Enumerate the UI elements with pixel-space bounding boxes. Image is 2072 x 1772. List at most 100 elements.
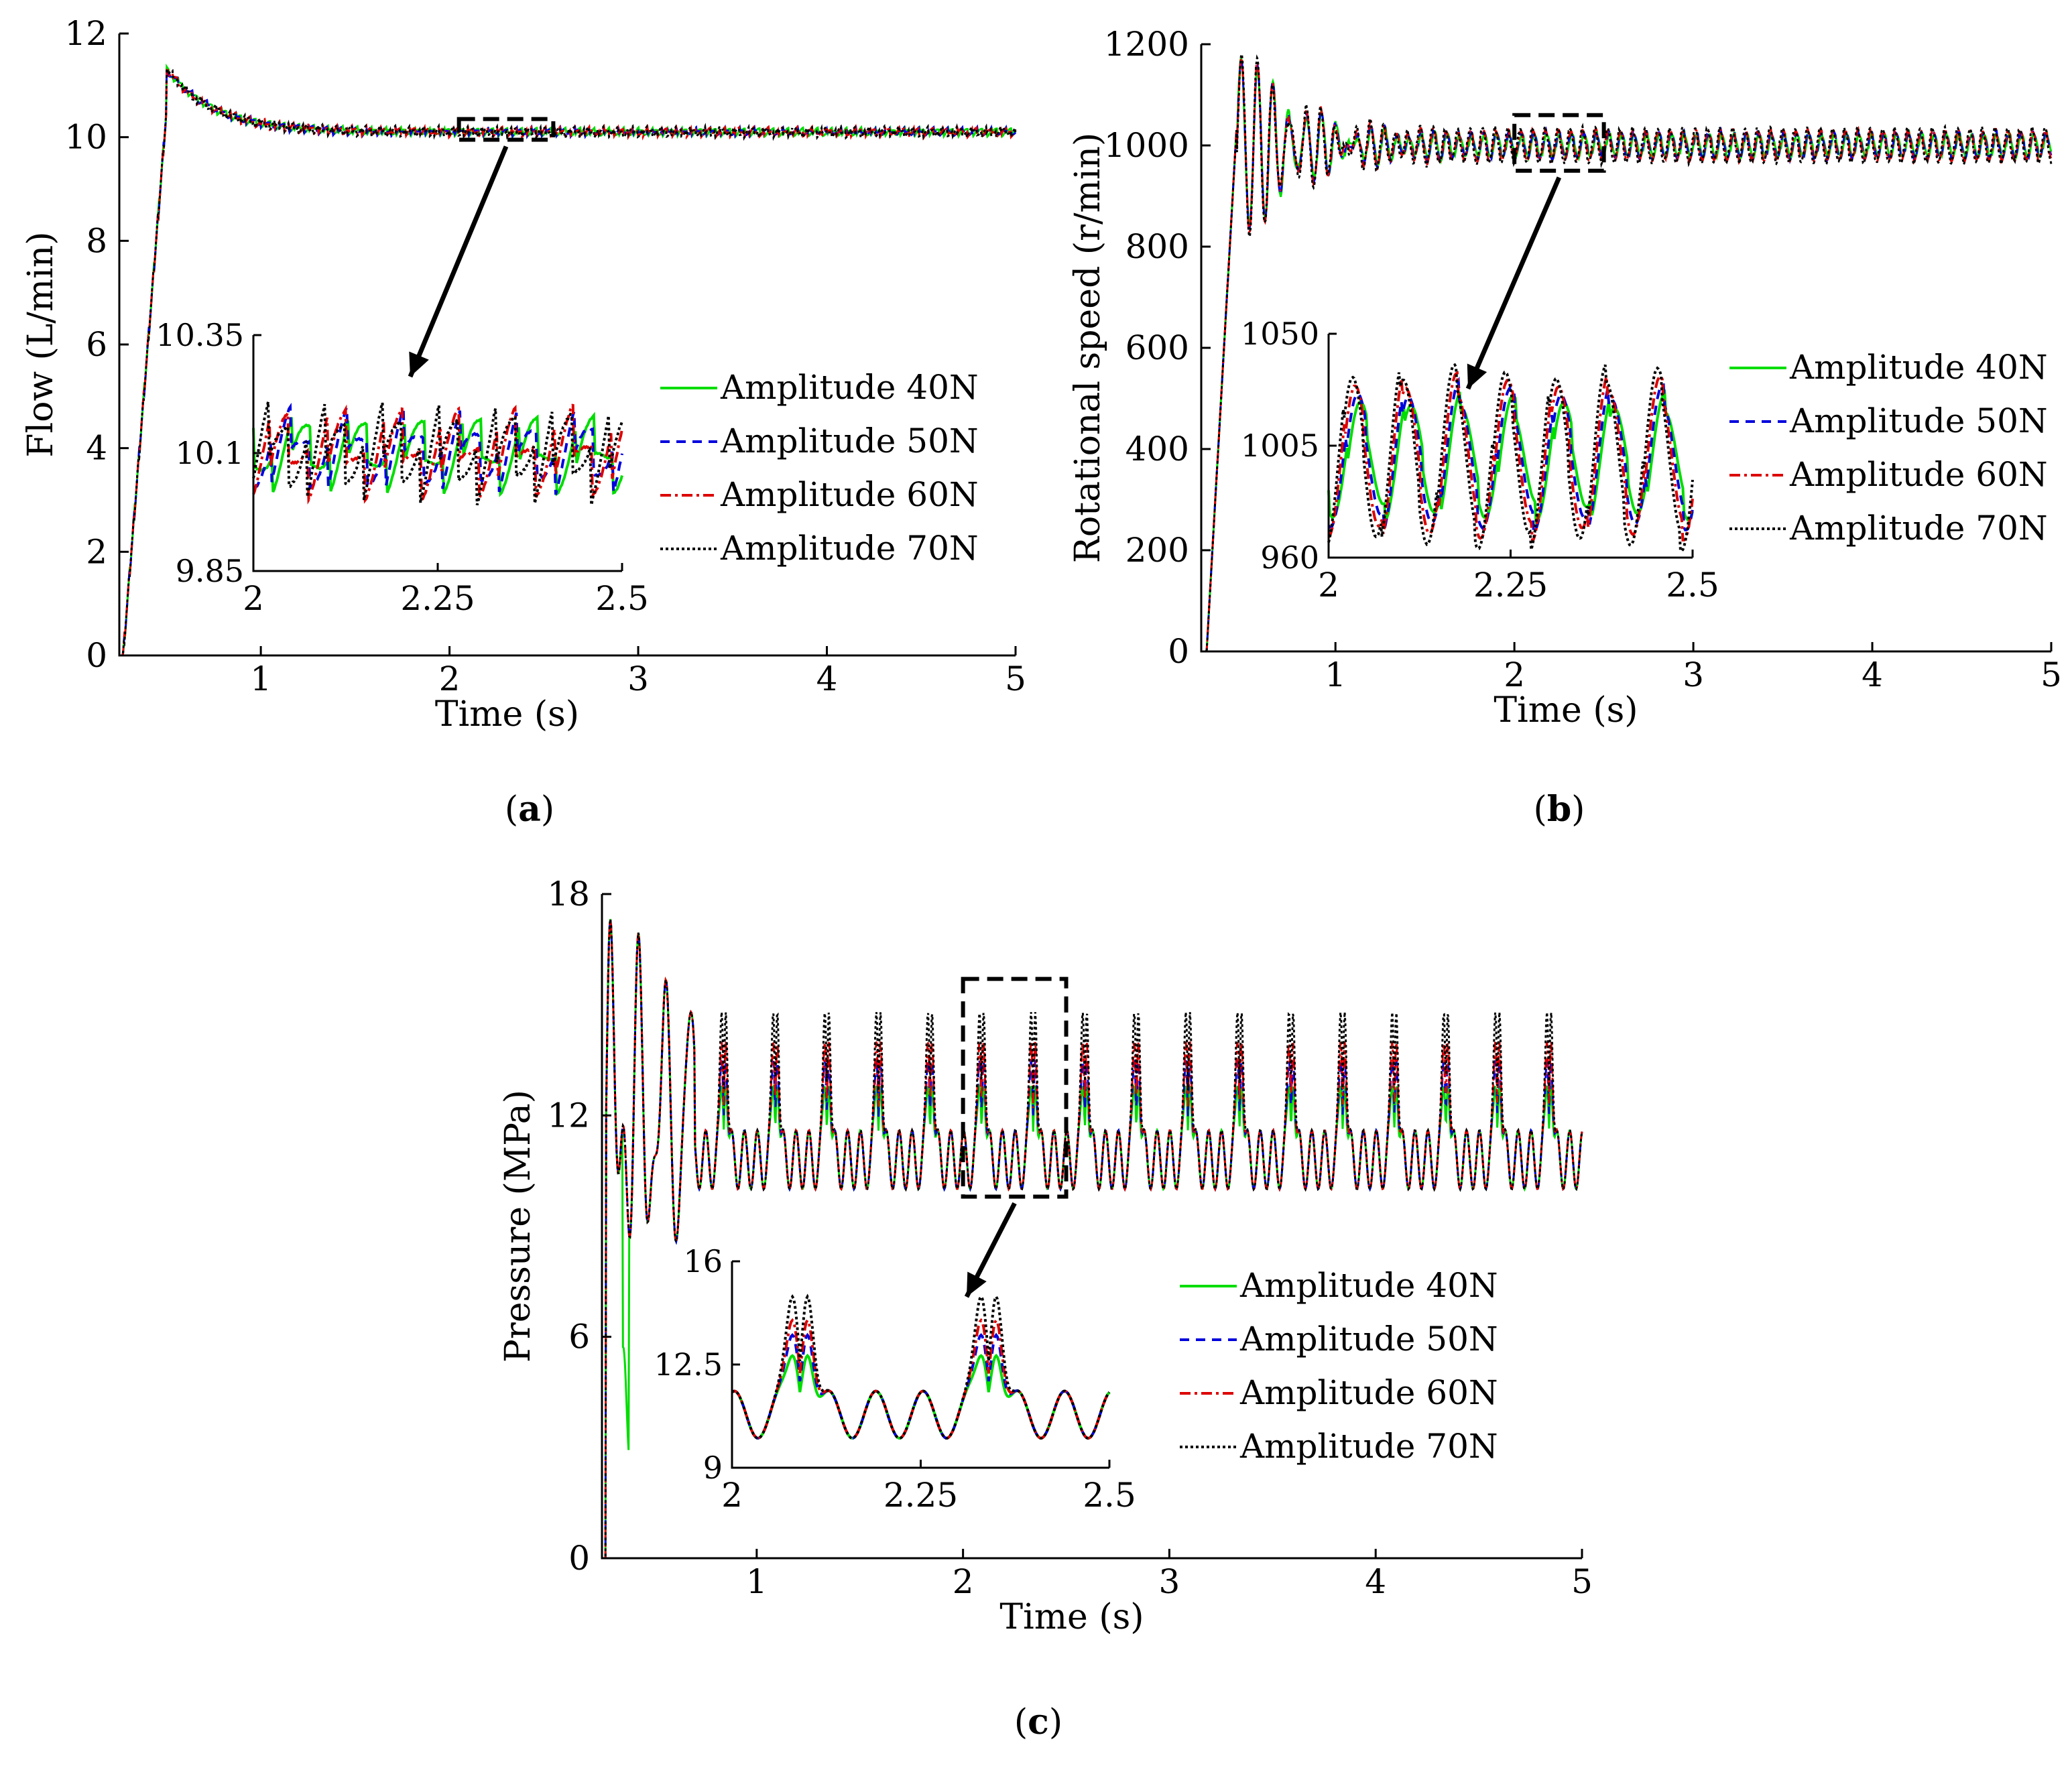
inset-x-tick-label: 2 xyxy=(721,1476,743,1515)
series-line-c-3 xyxy=(602,919,1583,1560)
x-tick-label: 5 xyxy=(1005,659,1026,698)
x-tick-label: 3 xyxy=(1159,1562,1180,1601)
x-axis-label: Time (s) xyxy=(999,1597,1144,1637)
y-tick-label: 10 xyxy=(64,118,107,157)
zoom-box-b xyxy=(1512,113,1606,173)
y-tick-label: 18 xyxy=(547,875,590,913)
inset-x-tick-label: 2.25 xyxy=(400,579,475,618)
y-tick-label: 12 xyxy=(64,14,107,53)
zoom-arrow-a xyxy=(408,145,509,378)
zoom-box-c xyxy=(961,976,1069,1199)
inset-y-tick-label: 10.35 xyxy=(156,317,244,353)
y-axis-label: Flow (L/min) xyxy=(21,231,61,457)
inset-background xyxy=(728,1255,1113,1474)
inset-b: 2 2.25 2.5 960 1005 1050 xyxy=(1241,316,1719,605)
arrow-head-icon xyxy=(967,1271,987,1297)
inset-x-tick-label: 2 xyxy=(1318,566,1339,605)
y-axis-label: Rotational speed (r/min) xyxy=(1068,133,1108,564)
inset-c: 2 2.25 2.5 9 12.5 16 xyxy=(654,1243,1136,1515)
inset-series-line-c-1 xyxy=(731,1332,1111,1440)
y-tick-label: 0 xyxy=(568,1539,590,1578)
y-tick-label: 8 xyxy=(86,221,107,260)
inset-y-tick-label: 1005 xyxy=(1241,428,1319,464)
x-tick-label: 3 xyxy=(1683,655,1704,694)
x-tick-label: 2 xyxy=(439,659,461,698)
inset-y-tick-label: 16 xyxy=(683,1243,723,1279)
panel-label: (b) xyxy=(1534,789,1585,830)
x-tick-label: 2 xyxy=(1504,655,1525,694)
inset-background xyxy=(249,328,626,578)
y-tick-label: 800 xyxy=(1125,227,1189,266)
zoom-box-a xyxy=(456,117,556,142)
y-tick-label: 6 xyxy=(568,1318,590,1356)
inset-x-tick-label: 2.5 xyxy=(595,579,649,618)
x-tick-label: 4 xyxy=(816,659,838,698)
x-tick-label: 2 xyxy=(953,1562,974,1601)
x-tick-label: 1 xyxy=(746,1562,768,1601)
legend-entry: Amplitude 60N xyxy=(1239,1373,1498,1412)
inset-y-tick-label: 12.5 xyxy=(654,1346,723,1383)
panel-label: (a) xyxy=(505,789,554,830)
inset-x-tick-label: 2.5 xyxy=(1083,1476,1136,1515)
x-tick-label: 1 xyxy=(1325,655,1346,694)
series-line-a-3 xyxy=(119,66,1017,657)
x-tick-label: 1 xyxy=(250,659,271,698)
inset-x-tick-label: 2.25 xyxy=(883,1476,958,1515)
zoom-arrow-b xyxy=(1465,176,1562,390)
y-tick-label: 12 xyxy=(547,1096,590,1135)
inset-series-line-b-1 xyxy=(1327,376,1694,533)
y-tick-label: 0 xyxy=(86,636,107,675)
y-tick-label: 0 xyxy=(1168,632,1189,671)
inset-series-line-a-3 xyxy=(252,401,623,506)
inset-y-tick-label: 10.1 xyxy=(176,435,244,471)
legend-entry: Amplitude 40N xyxy=(720,368,979,407)
inset-x-tick-label: 2 xyxy=(243,579,264,618)
inset-x-tick-label: 2.5 xyxy=(1666,566,1719,605)
y-tick-label: 400 xyxy=(1125,430,1189,468)
inset-y-tick-label: 1050 xyxy=(1241,316,1319,352)
y-tick-label: 1000 xyxy=(1104,126,1189,165)
arrow-head-icon xyxy=(1467,363,1487,389)
series-line-b-2 xyxy=(1201,54,2053,653)
inset-series-line-a-0 xyxy=(252,412,623,497)
inset-y-tick-label: 960 xyxy=(1260,540,1319,576)
legend-entry: Amplitude 70N xyxy=(720,529,979,568)
y-tick-label: 600 xyxy=(1125,328,1189,367)
x-axis-label: Time (s) xyxy=(1494,690,1638,731)
x-tick-label: 4 xyxy=(1365,1562,1386,1601)
x-tick-label: 3 xyxy=(627,659,649,698)
x-tick-label: 5 xyxy=(2040,655,2062,694)
inset-x-tick-label: 2.25 xyxy=(1473,566,1548,605)
legend-entry: Amplitude 40N xyxy=(1239,1266,1498,1305)
arrow-head-icon xyxy=(409,351,429,377)
inset-y-tick-label: 9 xyxy=(703,1450,723,1486)
y-tick-label: 1200 xyxy=(1104,25,1189,64)
series-line-a-1 xyxy=(119,65,1017,657)
y-tick-label: 4 xyxy=(86,429,107,468)
y-tick-label: 200 xyxy=(1125,531,1189,570)
legend-entry: Amplitude 70N xyxy=(1789,509,2048,548)
legend-entry: Amplitude 60N xyxy=(720,475,979,514)
legend-entry: Amplitude 40N xyxy=(1789,348,2048,387)
panel-label: (c) xyxy=(1014,1702,1062,1743)
x-axis-label: Time (s) xyxy=(435,694,579,735)
legend-entry: Amplitude 50N xyxy=(1239,1320,1498,1358)
y-tick-label: 6 xyxy=(86,325,107,364)
y-axis-label: Pressure (MPa) xyxy=(498,1090,538,1363)
legend-entry: Amplitude 60N xyxy=(1789,455,2048,494)
legend-entry: Amplitude 50N xyxy=(720,422,979,460)
legend-entry: Amplitude 70N xyxy=(1239,1427,1498,1466)
legend-entry: Amplitude 50N xyxy=(1789,401,2048,440)
inset-series-line-c-2 xyxy=(731,1318,1111,1440)
series-line-b-3 xyxy=(1201,52,2053,653)
y-tick-label: 2 xyxy=(86,532,107,571)
series-line-a-2 xyxy=(119,68,1017,657)
inset-a: 2 2.25 2.5 9.85 10.1 10.35 xyxy=(156,317,648,618)
panel-b: 1 2 3 4 5 0 200 400 600 800 1000 1200 Time (s) Rotati… xyxy=(1068,25,2062,830)
inset-y-tick-label: 9.85 xyxy=(176,553,244,589)
x-tick-label: 4 xyxy=(1862,655,1883,694)
x-tick-label: 5 xyxy=(1571,1562,1593,1601)
